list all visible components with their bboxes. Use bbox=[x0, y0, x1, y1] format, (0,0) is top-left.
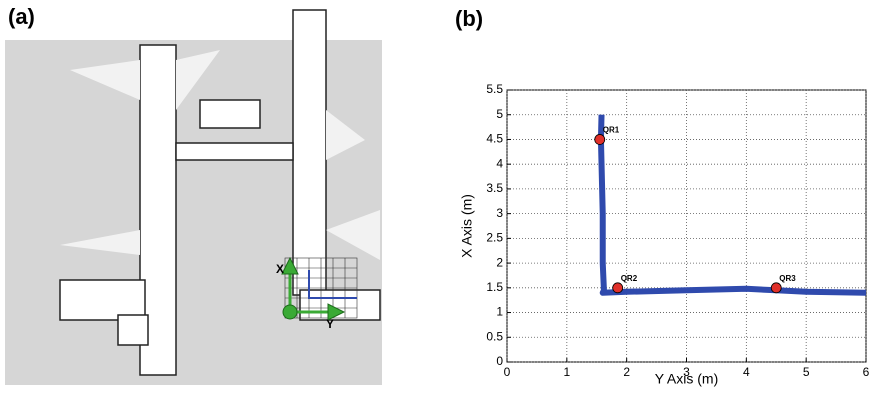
x-tick-label: 6 bbox=[863, 365, 870, 379]
y-tick-label: 5.5 bbox=[486, 82, 503, 96]
y-tick-label: 2 bbox=[496, 255, 503, 269]
y-tick-label: 4 bbox=[496, 156, 503, 170]
map: X Y bbox=[5, 10, 382, 385]
qr-label: QR1 bbox=[603, 126, 620, 135]
x-tick-label: 2 bbox=[623, 365, 630, 379]
qr-marker bbox=[613, 283, 623, 293]
y-tick-label: 3.5 bbox=[486, 181, 503, 195]
figure: (a) (b) bbox=[0, 0, 874, 389]
qr-marker bbox=[595, 134, 605, 144]
qr-label: QR2 bbox=[621, 274, 638, 283]
panel-label: (a) bbox=[8, 4, 35, 29]
map-axis-label: Y bbox=[326, 317, 334, 331]
map-origin bbox=[283, 305, 297, 319]
panel-label: (b) bbox=[455, 6, 483, 31]
y-tick-label: 2.5 bbox=[486, 231, 503, 245]
x-tick-label: 4 bbox=[743, 365, 750, 379]
y-tick-label: 1 bbox=[496, 305, 503, 319]
qr-marker bbox=[771, 283, 781, 293]
y-tick-label: 1.5 bbox=[486, 280, 503, 294]
y-tick-label: 4.5 bbox=[486, 132, 503, 146]
y-tick-label: 0 bbox=[496, 354, 503, 368]
x-axis-label: Y Axis (m) bbox=[655, 371, 719, 387]
map-axis-label: X bbox=[276, 262, 284, 276]
y-tick-label: 5 bbox=[496, 107, 503, 121]
y-tick-label: 3 bbox=[496, 206, 503, 220]
x-tick-label: 1 bbox=[563, 365, 570, 379]
x-tick-label: 5 bbox=[803, 365, 810, 379]
qr-label: QR3 bbox=[779, 274, 796, 283]
x-tick-label: 0 bbox=[504, 365, 511, 379]
y-tick-label: 0.5 bbox=[486, 329, 503, 343]
y-axis-label: X Axis (m) bbox=[459, 194, 475, 258]
